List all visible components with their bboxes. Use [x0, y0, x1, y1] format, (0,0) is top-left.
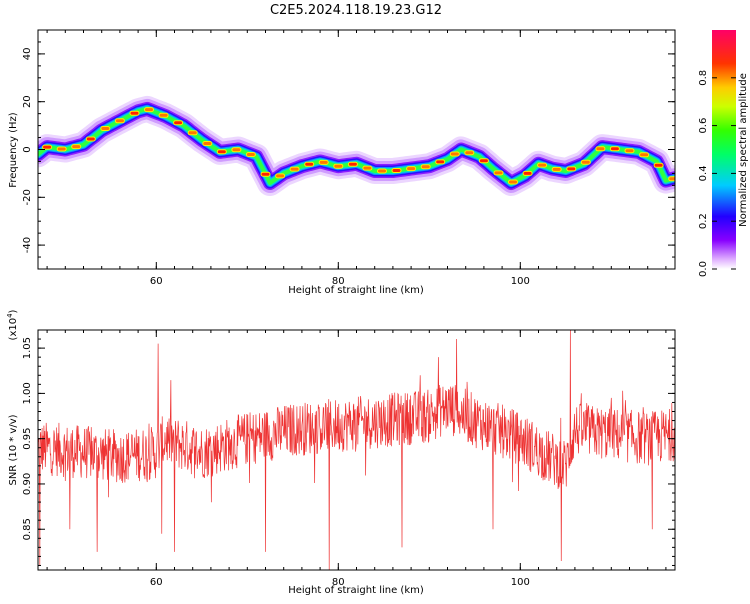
y-tick-label: 40: [22, 48, 33, 61]
colorbar-tick-label: 0.2: [698, 213, 709, 229]
ridge-peak: [479, 159, 488, 163]
x-tick-label: 80: [332, 276, 345, 287]
y-tick-label: 0.95: [22, 428, 33, 450]
ridge-peak: [115, 119, 124, 123]
spectrogram-ticks: 60 80 100 40 20 0 -20 -40: [22, 30, 675, 287]
ridge-peak: [625, 149, 634, 153]
ridge-peak: [145, 108, 153, 112]
ridge-peak: [654, 163, 663, 167]
ridge-peak: [276, 174, 285, 178]
y-tick-label: 1.05: [22, 337, 33, 359]
snr-multiplier: (x104): [6, 309, 19, 340]
ridge-peak: [378, 169, 386, 173]
ridge-peak: [72, 145, 81, 149]
spectrogram-ylabel: Frequency (Hz): [8, 112, 19, 188]
ridge-peak: [188, 131, 197, 135]
snr-line: [38, 330, 675, 570]
ridge-peak: [392, 169, 401, 172]
ridge-peak: [217, 150, 226, 154]
x-tick-label: 100: [511, 276, 530, 287]
ridge-peak: [348, 162, 357, 166]
colorbar-tick-label: 0.0: [698, 261, 709, 277]
ridge-peak: [57, 147, 66, 151]
ridge-peak: [552, 167, 561, 171]
spectrogram-frame: [37, 29, 676, 270]
spectrogram-ridge: [38, 95, 675, 196]
ridge-peak: [509, 180, 517, 184]
ridge-peak: [86, 137, 95, 141]
colorbar-gradient: [712, 30, 736, 269]
ridge-peak: [436, 160, 445, 164]
ridge-peak: [567, 167, 576, 171]
ridge-peak: [421, 165, 430, 169]
spectrogram-xlabel: Height of straight line (km): [288, 285, 424, 296]
colorbar-tick-label: 0.6: [698, 118, 709, 134]
ridge-peak: [43, 145, 52, 149]
x-tick-label: 80: [332, 577, 345, 588]
ridge-peak: [407, 167, 416, 171]
ridge-peak: [261, 172, 270, 176]
ridge-peak: [130, 111, 139, 115]
ridge-peak: [305, 162, 314, 166]
y-tick-label: -20: [22, 189, 33, 205]
ridge-peak: [203, 142, 212, 145]
ridge-peak: [450, 152, 459, 156]
y-tick-label: 1.00: [22, 382, 33, 404]
ridge-peak: [246, 153, 255, 156]
ridge-peak: [101, 127, 110, 130]
snr-xlabel: Height of straight line (km): [288, 585, 424, 596]
ridge-peak: [669, 177, 675, 181]
y-tick-label: 0.85: [22, 518, 33, 540]
ridge-peak: [596, 147, 605, 151]
ridge-peak: [232, 148, 241, 152]
ridge-peak: [640, 153, 649, 157]
snr-ylabel: SNR (10 * v/v): [8, 414, 19, 485]
colorbar-ticks: 0.0 0.2 0.4 0.6 0.8: [698, 70, 736, 277]
x-tick-label: 100: [511, 577, 530, 588]
ridge-peak: [581, 160, 590, 164]
ridge-peak: [159, 113, 168, 117]
ridge-peak: [174, 121, 183, 125]
ridge-peak: [334, 164, 343, 168]
spectrogram-panel: 60 80 100 40 20 0 -20 -40 Height of straight li…: [8, 29, 676, 296]
ridge-peak: [494, 171, 503, 175]
x-tick-label: 60: [150, 577, 163, 588]
colorbar-label: Normalized spectral amplitude: [738, 73, 749, 227]
ridge-peak: [290, 167, 299, 171]
y-tick-label: -40: [22, 237, 33, 253]
figure-title: C2E5.2024.118.19.23.G12: [270, 3, 442, 18]
colorbar-tick-label: 0.8: [698, 70, 709, 86]
ridge-peak: [319, 160, 328, 164]
snr-panel: 60 80 100 0.85 0.90 0.95 1.00 1.05 Height of st…: [6, 309, 676, 596]
ridge-peak: [363, 166, 372, 170]
snr-frame: [37, 329, 676, 571]
y-tick-label: 20: [22, 95, 33, 108]
colorbar: 0.0 0.2 0.4 0.6 0.8 Normalized spectral ampl…: [698, 30, 749, 277]
colorbar-tick-label: 0.4: [698, 165, 709, 181]
y-tick-label: 0.90: [22, 473, 33, 495]
ridge-peak: [465, 151, 474, 155]
ridge-peak: [523, 171, 532, 175]
y-tick-label: 0: [22, 146, 33, 152]
snr-ticks: 60 80 100 0.85 0.90 0.95 1.00 1.05: [22, 330, 675, 588]
ridge-peak: [538, 163, 547, 167]
ridge-peak: [610, 147, 619, 151]
x-tick-label: 60: [150, 276, 163, 287]
snr-series: [38, 330, 675, 570]
